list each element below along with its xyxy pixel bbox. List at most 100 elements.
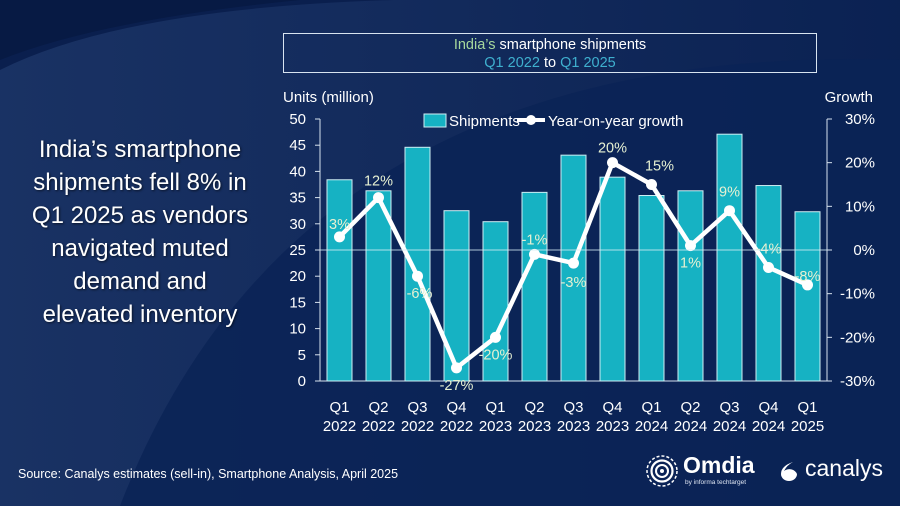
growth-data-label: -8%	[795, 269, 821, 285]
headline-line: Q1 2025 as vendors	[31, 202, 249, 229]
x-axis-tick-label-quarter: Q4	[602, 399, 622, 416]
growth-point	[763, 261, 774, 273]
y-axis-left-tick-label: 20	[289, 268, 306, 285]
growth-data-label: 15%	[645, 159, 674, 175]
headline-line: demand and	[73, 268, 207, 295]
growth-data-label: 9%	[719, 185, 740, 201]
bar	[443, 210, 470, 382]
chart-title-line-2: Q1 2022 to Q1 2025	[284, 54, 816, 72]
line-series	[334, 157, 813, 374]
x-axis-tick-label-quarter: Q1	[329, 399, 349, 416]
y-axis-left-title: Units (million)	[283, 89, 374, 106]
bar	[638, 195, 665, 382]
x-axis-tick-label-year: 2023	[596, 418, 629, 435]
growth-point	[334, 231, 345, 243]
bar	[599, 176, 626, 382]
y-axis-right-tick-label: 0%	[853, 242, 875, 259]
headline-line: India’s smartphone	[38, 136, 242, 163]
headline-line: elevated inventory	[42, 301, 238, 328]
headline: India’s smartphone shipments fell 8% in …	[10, 133, 270, 331]
y-axis-right-tick-label: 10%	[845, 198, 875, 215]
canalys-logo-icon	[781, 462, 797, 481]
chart-title: India’s smartphone shipments Q1 2022 to …	[283, 33, 817, 73]
x-axis-tick-label-quarter: Q3	[719, 399, 739, 416]
x-axis-tick-label-quarter: Q2	[680, 399, 700, 416]
x-axis-tick-label-quarter: Q3	[407, 399, 427, 416]
data-labels: 3% 12% -6% -27% -20% -1% -3% 20% 15% 1% 9% -4% -8%	[329, 141, 820, 394]
growth-point	[685, 240, 696, 252]
legend: Shipments Year-on-year growth	[423, 113, 683, 130]
growth-point	[568, 257, 579, 269]
y-axis-left-tick-label: 15	[289, 294, 306, 311]
omdia-logo-text: Omdia	[683, 452, 755, 478]
y-axis-right-title: Growth	[825, 89, 873, 106]
omdia-logo-icon	[646, 455, 678, 487]
growth-point	[724, 205, 735, 217]
growth-data-label: -3%	[561, 275, 587, 291]
y-axis-right-tick-label: -30%	[840, 373, 875, 390]
growth-data-label: 12%	[364, 174, 393, 190]
x-axis-tick-label-year: 2023	[479, 418, 512, 435]
x-axis-tick-label-quarter: Q1	[641, 399, 661, 416]
x-axis-tick-label-quarter: Q1	[797, 399, 817, 416]
x-axis-tick-label-year: 2023	[518, 418, 551, 435]
x-axis-tick-label-year: 2024	[635, 418, 668, 435]
growth-data-label: -6%	[407, 286, 433, 302]
y-axis-left-tick-label: 0	[298, 373, 306, 390]
bar	[482, 221, 509, 382]
growth-data-label: -27%	[440, 378, 474, 394]
legend-label-shipments: Shipments	[449, 113, 520, 130]
x-axis-tick-label-year: 2022	[401, 418, 434, 435]
chart-title-line-1: India’s smartphone shipments	[284, 36, 816, 54]
growth-point	[373, 192, 384, 204]
x-axis-tick-label-year: 2022	[440, 418, 473, 435]
x-axis-tick-label-quarter: Q2	[368, 399, 388, 416]
y-axis-right-tick-label: 30%	[845, 111, 875, 128]
omdia-logo-subtext: by informa techtarget	[685, 479, 747, 486]
x-axis-tick-label-quarter: Q2	[524, 399, 544, 416]
growth-point	[646, 179, 657, 190]
legend-swatch-growth-marker	[526, 115, 536, 125]
title-connector: to	[539, 55, 561, 71]
y-axis-left-tick-label: 40	[289, 163, 306, 180]
growth-point	[451, 362, 462, 374]
bar	[677, 190, 704, 382]
growth-data-label: 3%	[329, 217, 350, 233]
logos: Omdia by informa techtarget canalys	[645, 452, 895, 492]
x-axis-tick-label-year: 2022	[323, 418, 356, 435]
y-axis-left-tick-label: 10	[289, 321, 306, 338]
growth-point	[412, 270, 423, 282]
legend-swatch-shipments	[423, 113, 447, 128]
title-end-period: Q1 2025	[560, 55, 616, 71]
growth-point	[529, 248, 540, 260]
x-axis-tick-label-quarter: Q1	[485, 399, 505, 416]
growth-data-label: -4%	[756, 241, 782, 257]
headline-line: shipments fell 8% in	[33, 169, 247, 196]
growth-data-label: 20%	[598, 141, 627, 157]
x-axis-tick-label-year: 2024	[752, 418, 785, 435]
bar	[716, 133, 743, 382]
bar	[755, 185, 782, 382]
bar	[521, 191, 548, 382]
title-start-period: Q1 2022	[484, 55, 540, 71]
x-axis-tick-label-year: 2024	[713, 418, 746, 435]
bar	[794, 211, 821, 382]
bar	[326, 179, 353, 382]
y-axis-left-tick-label: 5	[298, 347, 306, 364]
x-axis-tick-label-year: 2022	[362, 418, 395, 435]
growth-point	[802, 279, 813, 291]
x-axis-tick-label-quarter: Q4	[446, 399, 466, 416]
y-axis-left-tick-label: 45	[289, 137, 306, 154]
x-axis-tick-label-quarter: Q3	[563, 399, 583, 416]
title-accent: India’s	[453, 37, 496, 53]
canalys-logo-text: canalys	[805, 455, 883, 481]
growth-data-label: -20%	[479, 347, 513, 363]
growth-point	[490, 331, 501, 343]
title-text: smartphone shipments	[495, 37, 647, 53]
source-note: Source: Canalys estimates (sell-in), Sma…	[18, 467, 399, 481]
x-axis-tick-label-year: 2023	[557, 418, 590, 435]
y-axis-left-tick-label: 25	[289, 242, 306, 259]
headline-line: navigated muted	[51, 235, 229, 262]
growth-data-label: -1%	[522, 232, 548, 248]
y-axis-right-tick-label: 20%	[845, 155, 875, 172]
